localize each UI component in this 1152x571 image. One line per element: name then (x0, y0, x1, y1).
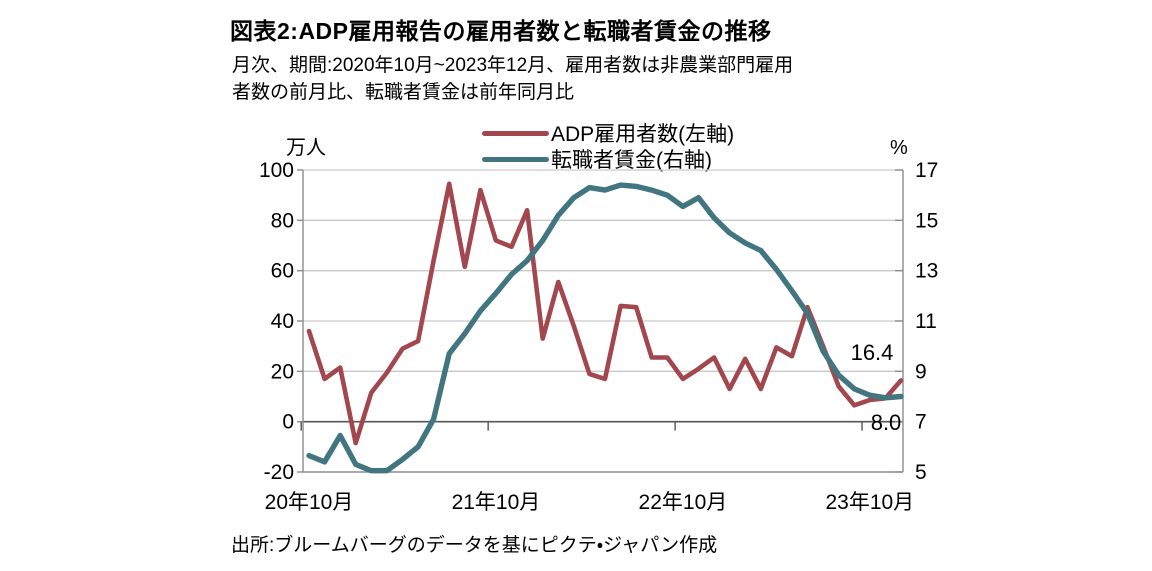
left-axis-tick-label: -20 (264, 461, 294, 484)
legend-label-job-changer-wage: 転職者賃金(右軸) (551, 149, 712, 172)
legend-label-adp-employment: ADP雇用者数(左軸) (551, 123, 735, 146)
x-axis-tick-label: 21年10月 (452, 491, 541, 514)
left-axis-tick-label: 80 (271, 209, 294, 232)
right-axis-tick-label: 17 (915, 159, 938, 182)
left-axis-tick-label: 60 (271, 260, 294, 283)
right-axis-tick-label: 5 (915, 461, 927, 484)
chart-subtitle-line2: 者数の前月比、転職者賃金は前年同月比 (232, 82, 575, 103)
data-label: 16.4 (851, 340, 894, 365)
legend: ADP雇用者数(左軸) 転職者賃金(右軸) (482, 120, 734, 172)
job-changer-wage-line (306, 182, 904, 474)
right-axis-unit: % (890, 137, 908, 159)
source-note: 出所:ブルームバーグのデータを基にピクテ・ジャパン作成 (231, 535, 718, 556)
right-axis-tick-label: 13 (915, 260, 938, 283)
right-axis-tick-label: 7 (915, 411, 927, 434)
right-axis-tick-label: 11 (915, 310, 937, 333)
right-axis-tick-label: 9 (915, 360, 927, 383)
x-axis-tick-label: 23年10月 (825, 491, 914, 514)
legend-item-job-changer-wage: 転職者賃金(右軸) (482, 146, 734, 172)
x-axis-tick-label: 20年10月 (265, 491, 354, 514)
wage-series-swatch (482, 156, 549, 162)
legend-item-adp-employment: ADP雇用者数(左軸) (482, 120, 734, 146)
left-axis-tick-label: 0 (282, 411, 294, 434)
left-axis-tick-label: 40 (271, 310, 294, 333)
left-axis-tick-label: 100 (259, 159, 294, 182)
data-label: 8.0 (871, 410, 902, 435)
left-axis-tick-label: 20 (271, 360, 294, 383)
adp-series-swatch (482, 130, 549, 136)
chart-title: 図表2:ADP雇用報告の雇用者数と転職者賃金の推移 (230, 18, 772, 44)
x-axis-tick-label: 22年10月 (639, 491, 728, 514)
right-axis-tick-label: 15 (915, 209, 938, 232)
left-axis-unit: 万人 (286, 137, 326, 159)
chart-subtitle-line1: 月次、期間:2020年10月~2023年12月、雇用者数は非農業部門雇用 (232, 55, 794, 76)
adp-employment-line (306, 181, 904, 446)
